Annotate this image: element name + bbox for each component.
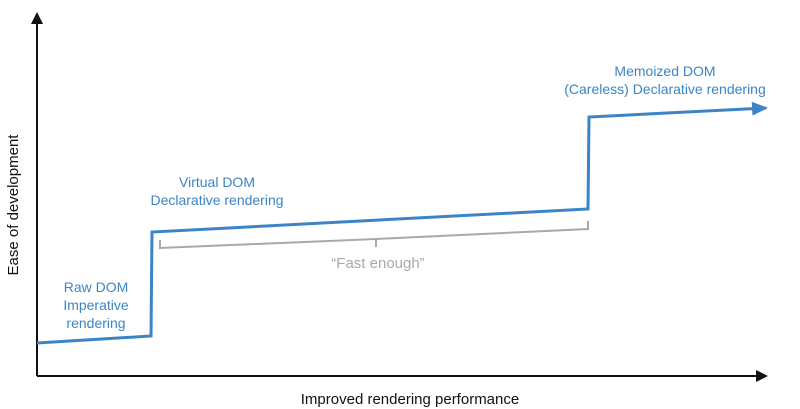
virtual-dom-subtitle: Declarative rendering [150,192,283,208]
raw-dom-subtitle-1: Imperative [63,297,129,313]
fast-enough-label: “Fast enough” [331,255,424,272]
y-axis-label: Ease of development [5,134,22,276]
performance-ease-curve [36,101,768,345]
memoized-dom-title: Memoized DOM [614,63,715,79]
raw-dom-title: Raw DOM [64,279,129,295]
raw-dom-subtitle-2: rendering [66,315,125,331]
memoized-dom-subtitle: (Careless) Declarative rendering [564,81,766,97]
fast-enough-bracket [159,221,589,250]
virtual-dom-title: Virtual DOM [179,174,255,190]
x-axis-label: Improved rendering performance [301,391,519,408]
